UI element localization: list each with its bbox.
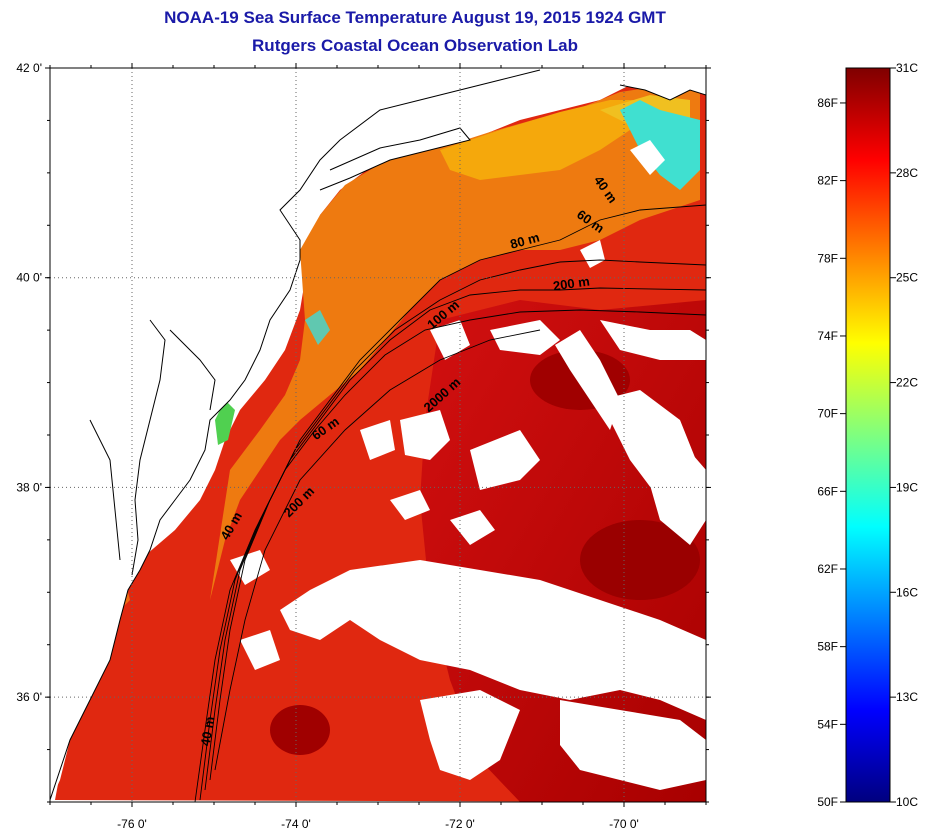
- longitude-axis: -76 0' -74 0' -72 0' -70 0': [49, 63, 707, 831]
- lat-tick-label: 40 0': [16, 271, 42, 285]
- colorbar-c-label: 31C: [896, 61, 918, 75]
- bathymetry-contours: [194, 204, 706, 802]
- colorbar-celsius-labels: 31C 28C 25C 22C 19C 16C 13C 10C: [890, 61, 918, 809]
- colorbar-f-label: 54F: [817, 717, 838, 731]
- depth-label: 80 m: [509, 230, 542, 252]
- colorbar-f-label: 62F: [817, 562, 838, 576]
- cloud-mask: [230, 140, 706, 790]
- colorbar-f-label: 58F: [817, 640, 838, 654]
- lat-tick-label: 36 0': [16, 690, 42, 704]
- colorbar-f-label: 86F: [817, 96, 838, 110]
- colorbar-c-label: 10C: [896, 795, 918, 809]
- colorbar-f-label: 78F: [817, 251, 838, 265]
- map-subtitle: Rutgers Coastal Ocean Observation Lab: [252, 36, 578, 55]
- lon-tick-label: -74 0': [281, 817, 311, 831]
- colorbar-f-label: 82F: [817, 174, 838, 188]
- lon-tick-label: -70 0': [609, 817, 639, 831]
- colorbar-c-label: 19C: [896, 480, 918, 494]
- colorbar-c-label: 28C: [896, 166, 918, 180]
- lat-tick-label: 38 0': [16, 480, 42, 494]
- colorbar-c-label: 13C: [896, 690, 918, 704]
- colorbar-c-label: 22C: [896, 376, 918, 390]
- colorbar-fahrenheit-labels: 86F 82F 78F 74F 70F 66F 62F 58F 54F 50F: [817, 96, 846, 809]
- graticule-grid: [50, 68, 706, 802]
- colorbar-f-label: 50F: [817, 795, 838, 809]
- colorbar-c-label: 25C: [896, 271, 918, 285]
- colorbar: [845, 67, 891, 803]
- coastline: [50, 69, 706, 801]
- colorbar-c-label: 16C: [896, 585, 918, 599]
- latitude-axis: 42 0' 40 0' 38 0' 36 0': [16, 61, 711, 803]
- lon-tick-label: -72 0': [445, 817, 475, 831]
- depth-label: 200 m: [552, 274, 591, 294]
- lon-tick-label: -76 0': [117, 817, 147, 831]
- colorbar-f-label: 74F: [817, 329, 838, 343]
- lat-tick-label: 42 0': [16, 61, 42, 75]
- map-title: NOAA-19 Sea Surface Temperature August 1…: [164, 8, 666, 27]
- map-plot-area: [50, 68, 706, 802]
- colorbar-f-label: 66F: [817, 484, 838, 498]
- colorbar-f-label: 70F: [817, 407, 838, 421]
- depth-label: 40 m: [198, 715, 218, 747]
